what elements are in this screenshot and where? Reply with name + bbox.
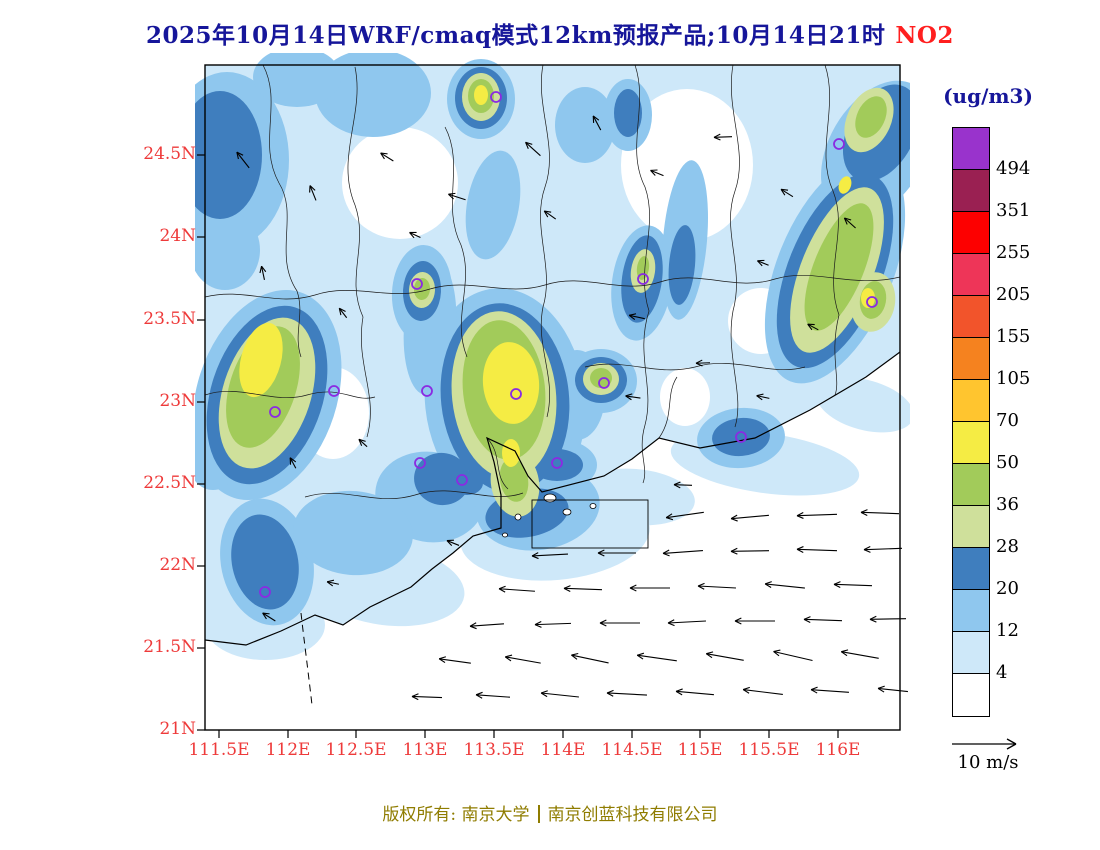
colorbar-units: (ug/m3) — [943, 84, 1033, 108]
city-marker — [411, 278, 423, 290]
colorbar-tick-label: 4 — [996, 662, 1008, 683]
colorbar-tick-label: 205 — [996, 284, 1031, 305]
city-marker — [421, 385, 433, 397]
lon-tick-label: 113.5E — [463, 740, 525, 760]
colorbar-cell — [953, 590, 989, 632]
wind-legend-arrow — [952, 738, 1017, 750]
species-label: NO2 — [895, 22, 954, 49]
lon-tick-label: 114.5E — [601, 740, 663, 760]
city-marker — [637, 273, 649, 285]
wind-vector-layer — [236, 115, 908, 701]
lon-tick-label: 116E — [815, 740, 861, 760]
lat-tick-label: 22N — [159, 555, 196, 575]
city-marker — [735, 431, 747, 443]
lat-tick-label: 21.5N — [143, 637, 196, 657]
map-frame — [204, 64, 901, 731]
station-marker-layer — [259, 91, 878, 598]
coastline-and-boundaries — [204, 64, 901, 706]
city-marker — [833, 138, 845, 150]
colorbar-cell — [953, 674, 989, 716]
colorbar-tick-label: 351 — [996, 200, 1031, 221]
colorbar-cell — [953, 254, 989, 296]
concentration-field — [195, 53, 910, 730]
wind-legend-label: 10 m/s — [957, 752, 1019, 773]
city-marker — [259, 586, 271, 598]
lon-tick-label: 112E — [265, 740, 311, 760]
city-marker — [490, 91, 502, 103]
colorbar-tick-label: 12 — [996, 620, 1019, 641]
colorbar-tick-label: 28 — [996, 536, 1019, 557]
lat-tick-label: 24N — [159, 226, 196, 246]
colorbar-tick-label: 105 — [996, 368, 1031, 389]
colorbar-cell — [953, 170, 989, 212]
copyright-owner: 版权所有: 南京大学 — [382, 805, 530, 825]
city-marker — [551, 457, 563, 469]
colorbar-cell — [953, 506, 989, 548]
colorbar-tick-label: 50 — [996, 452, 1019, 473]
city-marker — [456, 474, 468, 486]
lon-tick-label: 114E — [540, 740, 586, 760]
colorbar-tick-label: 155 — [996, 326, 1031, 347]
lat-tick-label: 23N — [159, 391, 196, 411]
offshore-box — [531, 499, 649, 549]
lat-tick-label: 24.5N — [143, 144, 196, 164]
colorbar-tick-label: 70 — [996, 410, 1019, 431]
lon-tick-label: 112.5E — [325, 740, 387, 760]
colorbar-cell — [953, 338, 989, 380]
colorbar-cell — [953, 548, 989, 590]
colorbar-cell — [953, 296, 989, 338]
colorbar-tick-label: 20 — [996, 578, 1019, 599]
lon-tick-label: 115E — [677, 740, 723, 760]
colorbar-cell — [953, 464, 989, 506]
lon-tick-label: 111.5E — [188, 740, 250, 760]
colorbar-tick-label: 255 — [996, 242, 1031, 263]
copyright-line: 版权所有: 南京大学 南京创蓝科技有限公司 — [0, 800, 1100, 825]
city-marker — [269, 406, 281, 418]
lat-tick-label: 22.5N — [143, 473, 196, 493]
title-text: 2025年10月14日WRF/cmaq模式12km预报产品;10月14日21时 — [146, 22, 886, 49]
footer-divider — [537, 805, 540, 823]
colorbar-tick-label: 494 — [996, 158, 1031, 179]
lon-tick-label: 115.5E — [738, 740, 800, 760]
city-marker — [414, 457, 426, 469]
city-marker — [598, 377, 610, 389]
colorbar-tick-label: 36 — [996, 494, 1019, 515]
city-marker — [328, 385, 340, 397]
colorbar-cell — [953, 128, 989, 170]
colorbar-labels: 494 351 255 205 155 105 70 50 36 28 20 12 4 — [996, 127, 1056, 717]
colorbar-cell — [953, 422, 989, 464]
axis-ticks-layer — [197, 154, 839, 738]
copyright-company: 南京创蓝科技有限公司 — [547, 805, 718, 825]
weather-map — [195, 53, 910, 738]
lon-tick-label: 113E — [402, 740, 448, 760]
lat-tick-label: 21N — [159, 719, 196, 739]
colorbar-cell — [953, 380, 989, 422]
city-marker — [510, 388, 522, 400]
colorbar — [952, 127, 990, 717]
lat-tick-label: 23.5N — [143, 309, 196, 329]
colorbar-cell — [953, 212, 989, 254]
page-title: 2025年10月14日WRF/cmaq模式12km预报产品;10月14日21时 N… — [0, 16, 1100, 50]
city-marker — [866, 296, 878, 308]
colorbar-cell — [953, 632, 989, 674]
